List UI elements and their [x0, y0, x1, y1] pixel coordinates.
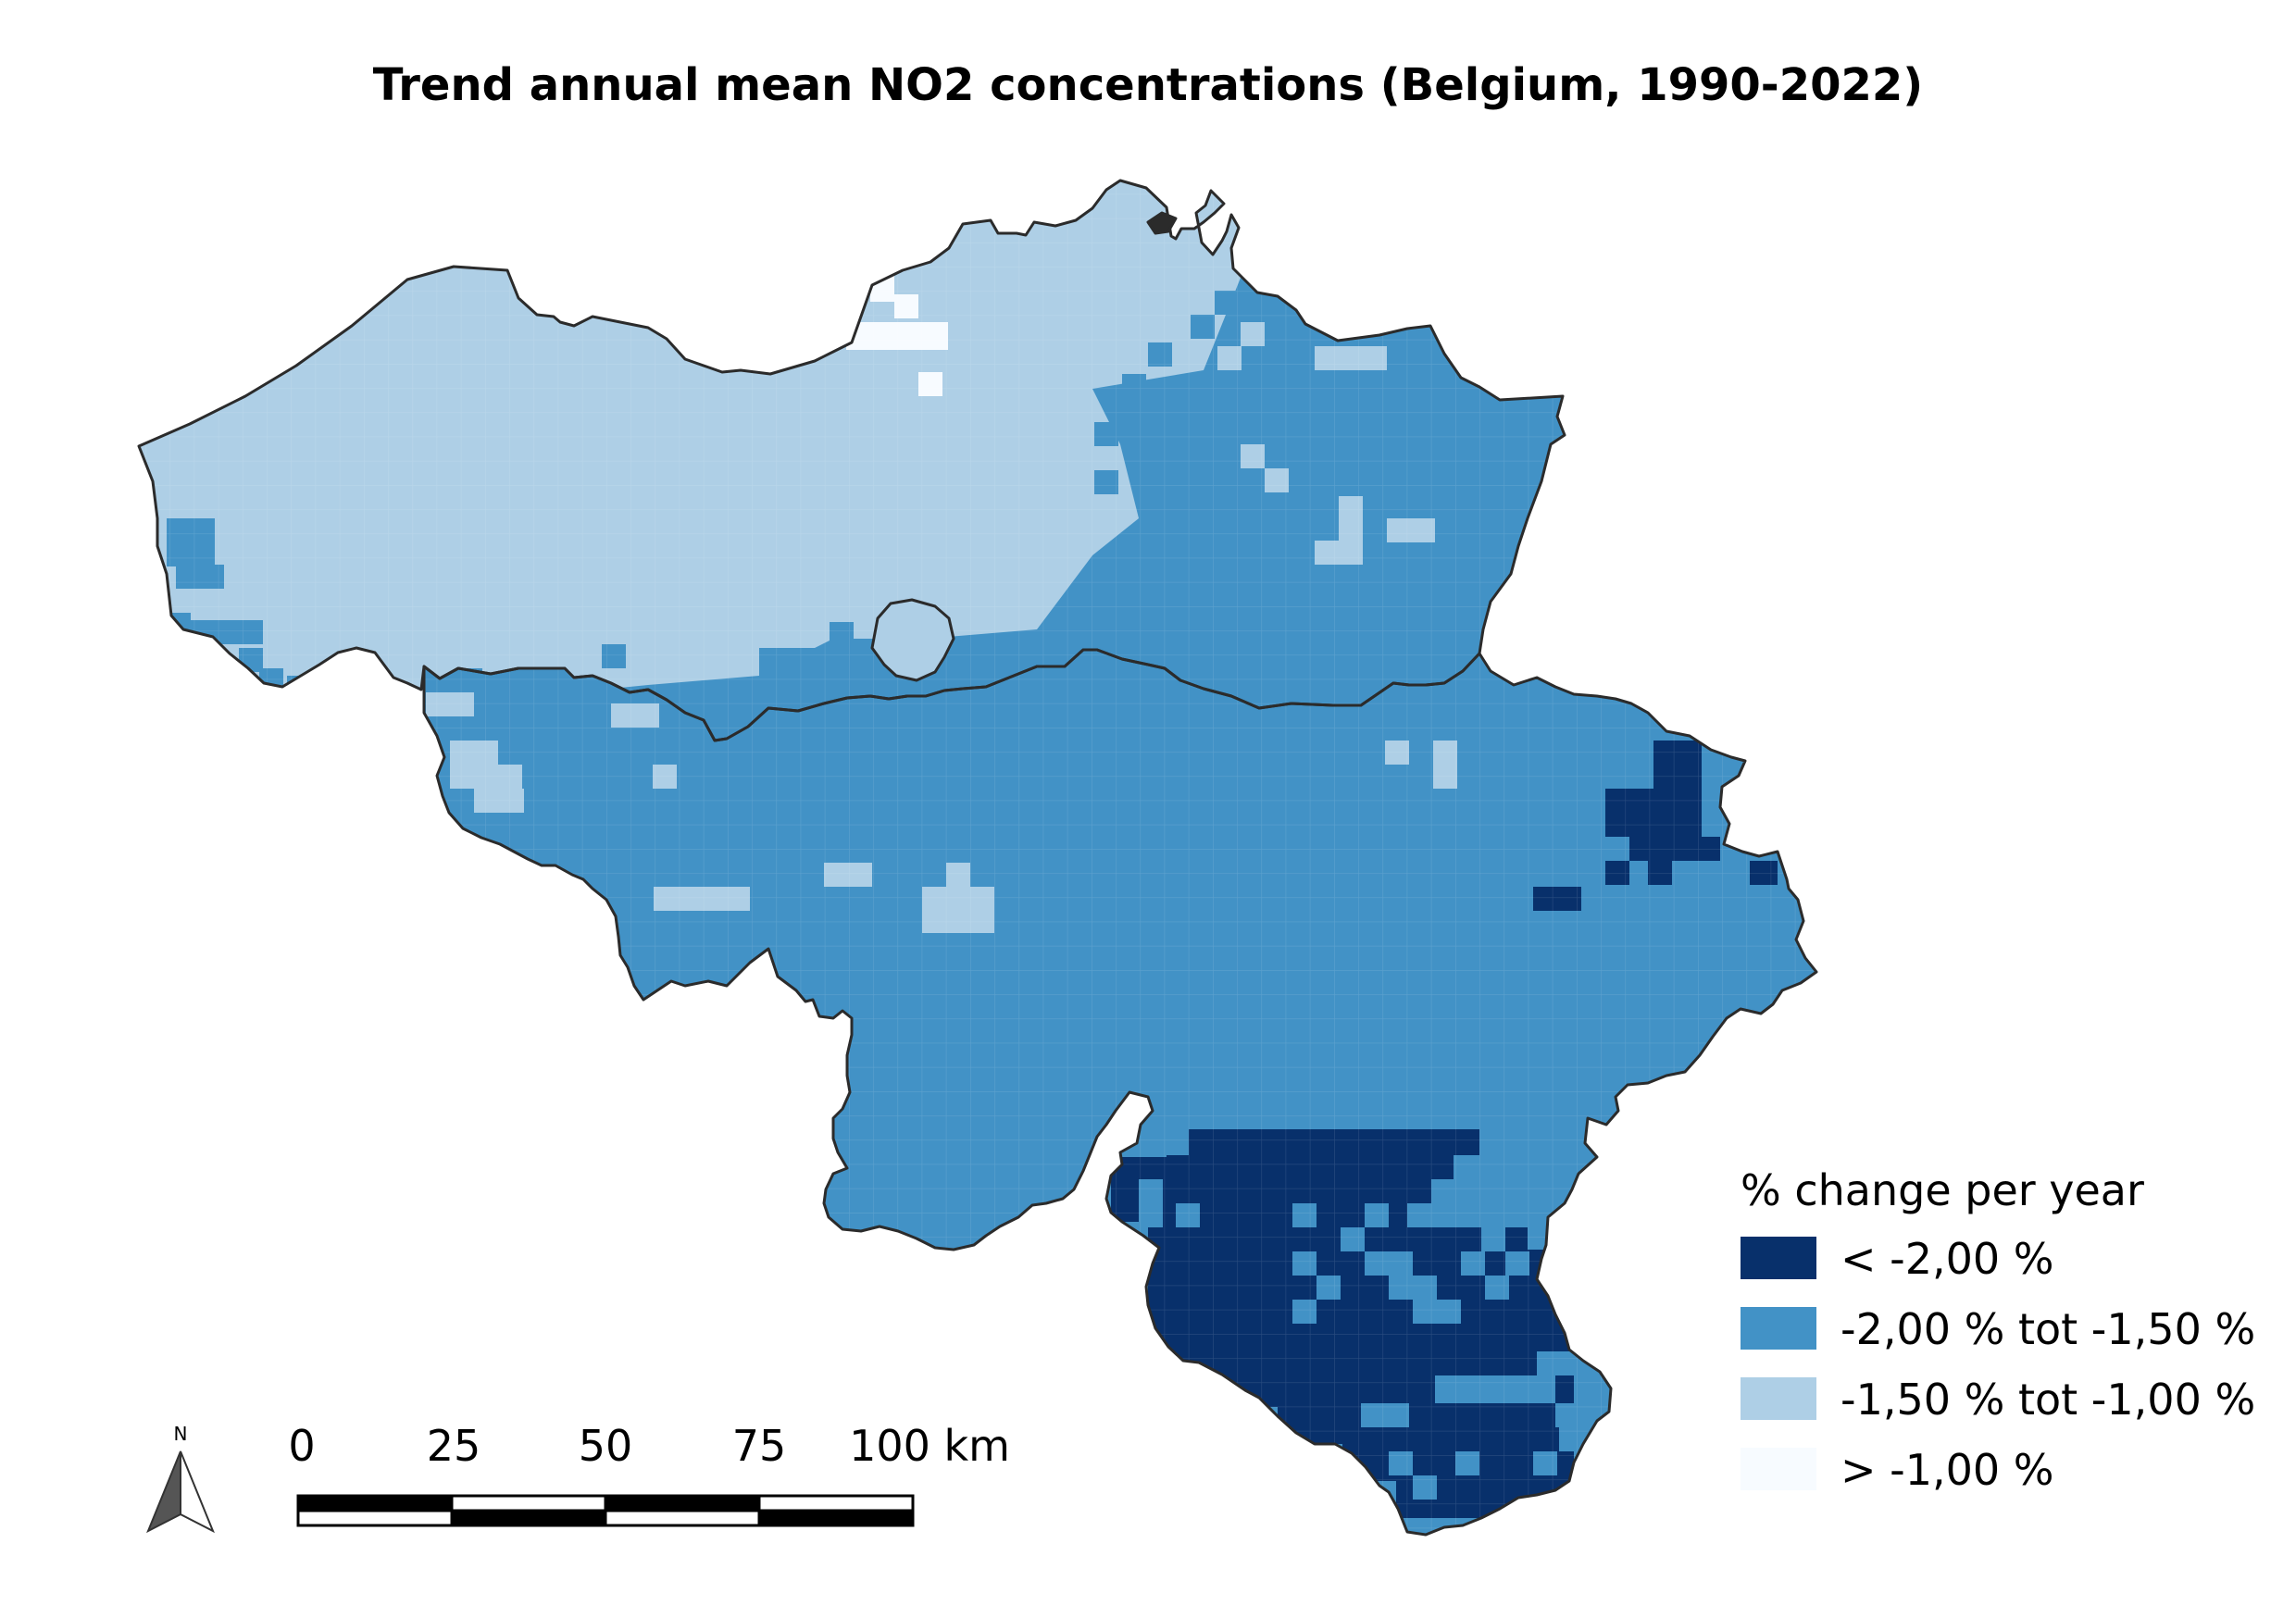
- legend-label-0: < -2,00 %: [1841, 1234, 2054, 1284]
- legend-label-3: > -1,00 %: [1841, 1445, 2054, 1495]
- scale-bar-segments: [296, 1494, 915, 1527]
- brussels-border: [870, 598, 955, 682]
- baarle-enclave-border: [1146, 211, 1178, 235]
- scale-tick-75: 75: [732, 1421, 787, 1471]
- legend-title: % change per year: [1741, 1165, 2144, 1215]
- legend-swatch-3: [1741, 1448, 1816, 1490]
- legend-swatch-2: [1741, 1377, 1816, 1420]
- scale-bar: 0 25 50 75 100 km: [288, 1421, 1010, 1527]
- scale-tick-50: 50: [579, 1421, 633, 1471]
- brussels-region: [872, 600, 954, 680]
- region-borders: [137, 179, 1818, 1537]
- map-area: [137, 179, 1818, 1537]
- north-arrow-icon: [146, 1450, 215, 1534]
- north-arrow: N: [146, 1423, 215, 1534]
- legend-label-1: -2,00 % tot -1,50 %: [1841, 1304, 2255, 1354]
- flanders-region: [139, 180, 1565, 741]
- map-title: Trend annual mean NO2 concentrations (Be…: [373, 59, 1923, 111]
- legend-swatch-1: [1741, 1307, 1816, 1350]
- north-arrow-label: N: [174, 1423, 188, 1445]
- legend-swatch-0: [1741, 1237, 1816, 1279]
- scale-tick-0: 0: [288, 1421, 315, 1471]
- legend-label-2: -1,50 % tot -1,00 %: [1841, 1375, 2255, 1425]
- legend: % change per year < -2,00 % -2,00 % tot …: [1741, 1165, 2255, 1495]
- scale-tick-25: 25: [427, 1421, 481, 1471]
- scale-tick-100: 100 km: [849, 1421, 1010, 1471]
